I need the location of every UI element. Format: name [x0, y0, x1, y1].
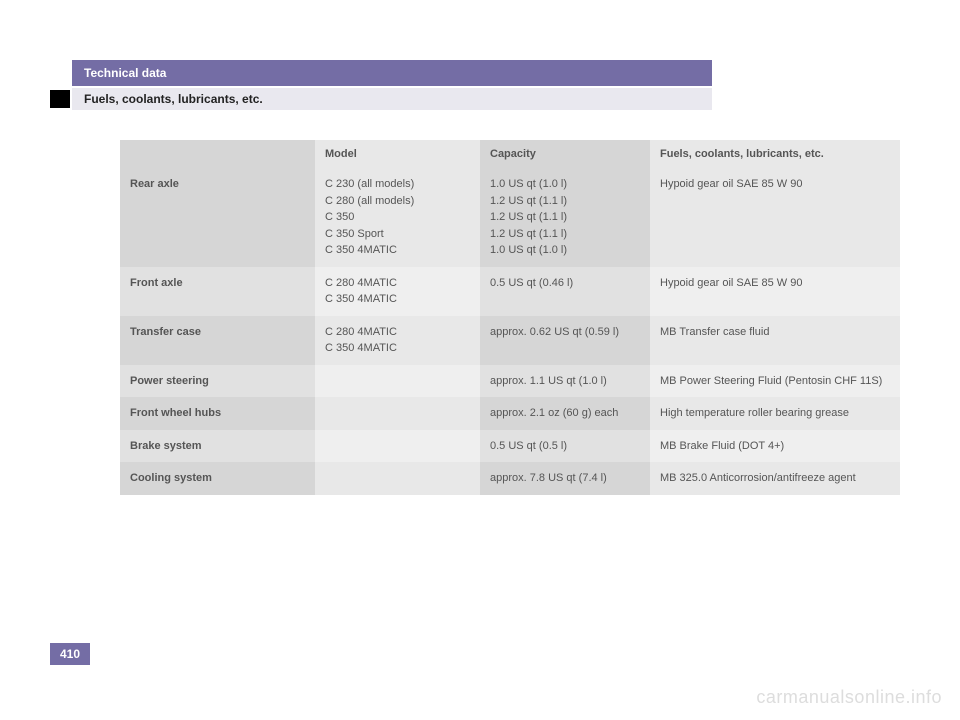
- table-header-row: Model Capacity Fuels, coolants, lubrican…: [120, 140, 900, 168]
- table-row: Transfer case C 280 4MATICC 350 4MATIC a…: [120, 316, 900, 365]
- row-capacity: 0.5 US qt (0.46 l): [480, 267, 650, 316]
- col-header-model: Model: [315, 140, 480, 168]
- subsection-title-bar: Fuels, coolants, lubricants, etc.: [72, 88, 712, 110]
- row-label: Power steering: [120, 365, 315, 398]
- row-capacity: 0.5 US qt (0.5 l): [480, 430, 650, 463]
- row-fuel: High temperature roller bearing grease: [650, 397, 900, 430]
- row-fuel: MB Brake Fluid (DOT 4+): [650, 430, 900, 463]
- watermark-text: carmanualsonline.info: [756, 687, 942, 708]
- row-model: [315, 462, 480, 495]
- col-header-fuel: Fuels, coolants, lubricants, etc.: [650, 140, 900, 168]
- col-header-blank: [120, 140, 315, 168]
- table-row: Power steering approx. 1.1 US qt (1.0 l)…: [120, 365, 900, 398]
- table-row: Front wheel hubs approx. 2.1 oz (60 g) e…: [120, 397, 900, 430]
- section-title-bar: Technical data: [72, 60, 712, 86]
- row-fuel: Hypoid gear oil SAE 85 W 90: [650, 168, 900, 267]
- row-fuel: Hypoid gear oil SAE 85 W 90: [650, 267, 900, 316]
- row-label: Rear axle: [120, 168, 315, 267]
- table-row: Brake system 0.5 US qt (0.5 l) MB Brake …: [120, 430, 900, 463]
- page-number-badge: 410: [50, 643, 90, 665]
- row-capacity: approx. 1.1 US qt (1.0 l): [480, 365, 650, 398]
- table-row: Front axle C 280 4MATICC 350 4MATIC 0.5 …: [120, 267, 900, 316]
- row-model: C 280 4MATICC 350 4MATIC: [315, 267, 480, 316]
- black-marker-icon: [50, 90, 70, 108]
- row-model: C 230 (all models)C 280 (all models)C 35…: [315, 168, 480, 267]
- spec-table: Model Capacity Fuels, coolants, lubrican…: [120, 140, 900, 495]
- row-model: [315, 397, 480, 430]
- row-capacity: approx. 7.8 US qt (7.4 l): [480, 462, 650, 495]
- col-header-capacity: Capacity: [480, 140, 650, 168]
- row-capacity: approx. 2.1 oz (60 g) each: [480, 397, 650, 430]
- table-row: Cooling system approx. 7.8 US qt (7.4 l)…: [120, 462, 900, 495]
- section-title: Technical data: [84, 66, 166, 80]
- page-container: Technical data Fuels, coolants, lubrican…: [0, 0, 960, 525]
- row-fuel: MB 325.0 Anticorrosion/antifreeze agent: [650, 462, 900, 495]
- page-number: 410: [60, 647, 80, 661]
- row-fuel: MB Transfer case fluid: [650, 316, 900, 365]
- subsection-row: Fuels, coolants, lubricants, etc.: [50, 88, 910, 110]
- row-capacity: 1.0 US qt (1.0 l)1.2 US qt (1.1 l)1.2 US…: [480, 168, 650, 267]
- row-model: [315, 430, 480, 463]
- subsection-title: Fuels, coolants, lubricants, etc.: [84, 92, 263, 106]
- row-label: Transfer case: [120, 316, 315, 365]
- row-model: C 280 4MATICC 350 4MATIC: [315, 316, 480, 365]
- row-label: Front axle: [120, 267, 315, 316]
- table-row: Rear axle C 230 (all models)C 280 (all m…: [120, 168, 900, 267]
- row-label: Brake system: [120, 430, 315, 463]
- row-label: Cooling system: [120, 462, 315, 495]
- spec-table-container: Model Capacity Fuels, coolants, lubrican…: [120, 140, 900, 495]
- row-fuel: MB Power Steering Fluid (Pentosin CHF 11…: [650, 365, 900, 398]
- row-label: Front wheel hubs: [120, 397, 315, 430]
- row-capacity: approx. 0.62 US qt (0.59 l): [480, 316, 650, 365]
- row-model: [315, 365, 480, 398]
